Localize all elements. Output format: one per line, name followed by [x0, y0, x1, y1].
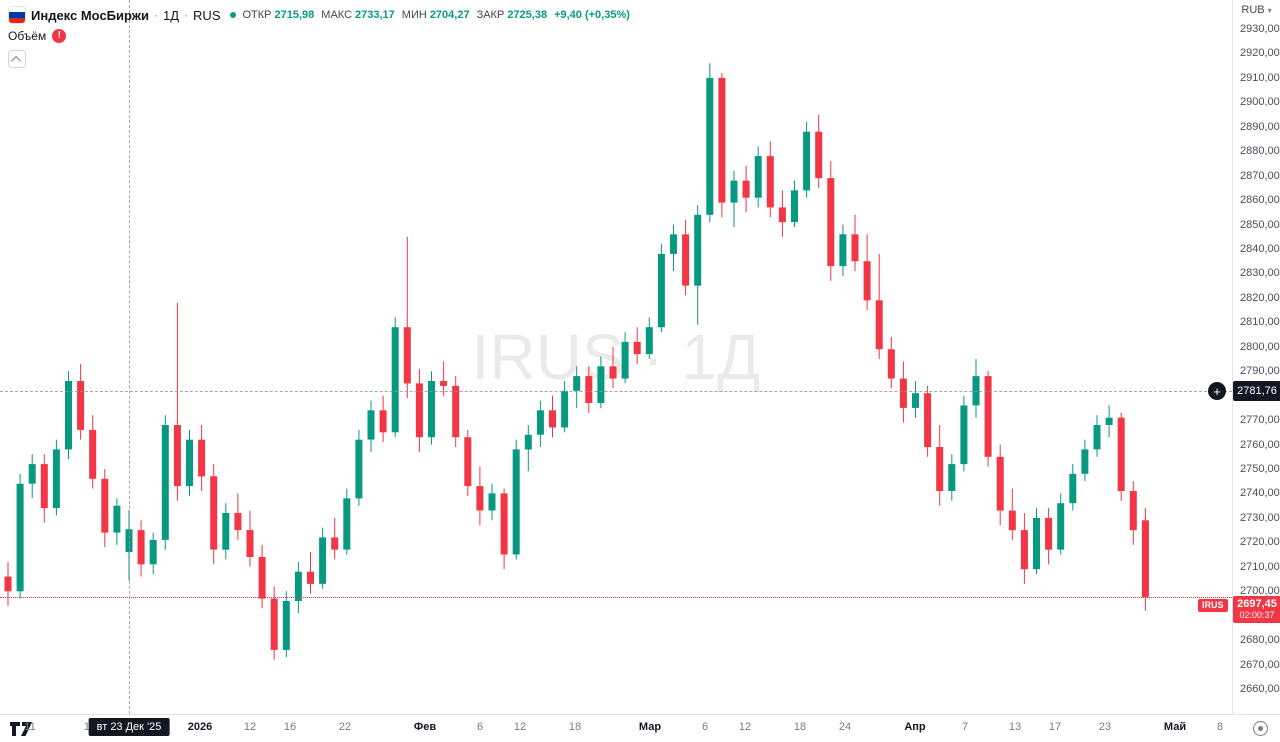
chevron-down-icon: ▾: [1267, 5, 1272, 15]
price-axis[interactable]: RUB ▾ 2930,00 2920,00 2910,00 2900,00 2890,0…: [1232, 0, 1280, 714]
price-tick: 2710,00: [1240, 561, 1280, 573]
change-value: +9,40 (+0,35%): [554, 9, 630, 21]
currency-selector[interactable]: RUB ▾: [1233, 4, 1280, 16]
candlesticks-layer[interactable]: [0, 0, 1232, 714]
price-tick: 2770,00: [1240, 414, 1280, 426]
price-tick: 2720,00: [1240, 536, 1280, 548]
time-tick: 7: [961, 721, 969, 733]
time-tick: 13: [1008, 721, 1022, 733]
last-price-value: 2697,45: [1237, 598, 1277, 610]
price-tick: 2880,00: [1240, 145, 1280, 157]
add-alert-plus-button[interactable]: +: [1208, 382, 1226, 400]
time-tick: 12: [243, 721, 257, 733]
time-tick: 18: [568, 721, 582, 733]
currency-label: RUB: [1241, 4, 1265, 16]
crosshair-vertical-line: [129, 0, 130, 714]
chart-legend: Индекс МосБиржи · 1Д · RUS ОТКР 2715,98 М…: [8, 5, 630, 68]
time-tick: Апр: [904, 721, 926, 733]
exchange-label[interactable]: RUS: [193, 7, 221, 23]
price-tick: 2790,00: [1240, 365, 1280, 377]
time-tick: 17: [1048, 721, 1062, 733]
open-label: ОТКР: [242, 9, 272, 21]
time-tick: 18: [793, 721, 807, 733]
open-value: 2715,98: [274, 9, 315, 21]
symbol-title[interactable]: Индекс МосБиржи: [31, 7, 149, 23]
time-tick: 22: [338, 721, 352, 733]
last-price-symbol-tag: IRUS: [1198, 599, 1228, 612]
time-tick: 24: [838, 721, 852, 733]
price-tick: 2910,00: [1240, 72, 1280, 84]
chart-plot-area[interactable]: IRUS · 1Д IRUS Индекс МосБиржи · 1Д · RU…: [0, 0, 1232, 714]
price-tick: 2760,00: [1240, 439, 1280, 451]
bar-close-countdown: 02:00:37: [1239, 610, 1275, 620]
market-status-icon: [229, 12, 236, 18]
time-tick: 12: [513, 721, 527, 733]
volume-legend-row: Объём !: [8, 27, 630, 45]
time-tick: 6: [476, 721, 484, 733]
price-tick: 2660,00: [1240, 683, 1280, 695]
close-label: ЗАКР: [476, 9, 505, 21]
interval-label[interactable]: 1Д: [163, 7, 180, 23]
time-tick: Май: [1163, 721, 1187, 733]
price-tick: 2820,00: [1240, 292, 1280, 304]
high-value: 2733,17: [355, 9, 395, 21]
tradingview-logo[interactable]: [10, 722, 32, 736]
price-tick: 2930,00: [1240, 23, 1280, 35]
time-tick: 8: [1216, 721, 1224, 733]
chevron-up-icon: [10, 55, 21, 66]
time-tick: Мар: [638, 721, 662, 733]
price-tick: 2830,00: [1240, 267, 1280, 279]
price-tick: 2860,00: [1240, 194, 1280, 206]
high-label: МАКС: [321, 9, 353, 21]
russia-flag-icon: [8, 6, 26, 24]
separator-dot: ·: [154, 8, 158, 22]
time-tick: 11: [24, 721, 36, 733]
price-tick: 2670,00: [1240, 659, 1280, 671]
price-tick: 2920,00: [1240, 47, 1280, 59]
last-price-line: [0, 597, 1232, 598]
time-axis[interactable]: 11172026121622Фев61218Мар6121824Апр71317…: [0, 714, 1280, 742]
price-tick: 2680,00: [1240, 634, 1280, 646]
price-tick: 2900,00: [1240, 96, 1280, 108]
time-tick: 23: [1098, 721, 1112, 733]
time-tick: 16: [283, 721, 297, 733]
crosshair-time-badge: вт 23 Дек '25: [88, 718, 170, 736]
close-value: 2725,38: [507, 9, 548, 21]
time-tick: Фев: [413, 721, 437, 733]
crosshair-price-badge: 2781,76: [1233, 381, 1280, 401]
last-price-badge: 2697,45 02:00:37: [1233, 596, 1280, 623]
price-tick: 2700,00: [1240, 585, 1280, 597]
legend-collapse-button[interactable]: [8, 50, 26, 68]
crosshair-horizontal-line: [0, 391, 1232, 392]
volume-error-icon[interactable]: !: [52, 29, 67, 43]
time-tick: 12: [738, 721, 752, 733]
time-tick: 6: [701, 721, 709, 733]
volume-label[interactable]: Объём: [8, 29, 47, 43]
timezone-settings-icon[interactable]: [1253, 721, 1268, 736]
price-tick: 2750,00: [1240, 463, 1280, 475]
price-tick: 2800,00: [1240, 341, 1280, 353]
price-tick: 2730,00: [1240, 512, 1280, 524]
low-label: МИН: [401, 9, 427, 21]
price-tick: 2810,00: [1240, 316, 1280, 328]
low-value: 2704,27: [429, 9, 470, 21]
price-tick: 2850,00: [1240, 219, 1280, 231]
price-tick: 2840,00: [1240, 243, 1280, 255]
price-tick: 2890,00: [1240, 121, 1280, 133]
price-tick: 2740,00: [1240, 487, 1280, 499]
symbol-legend-row: Индекс МосБиржи · 1Д · RUS ОТКР 2715,98 М…: [8, 5, 630, 25]
ohlc-values: ОТКР 2715,98 МАКС 2733,17 МИН 2704,27 ЗАКР 2…: [243, 9, 630, 21]
separator-dot: ·: [184, 8, 189, 22]
price-tick: 2870,00: [1240, 170, 1280, 182]
time-tick: 2026: [187, 721, 213, 733]
